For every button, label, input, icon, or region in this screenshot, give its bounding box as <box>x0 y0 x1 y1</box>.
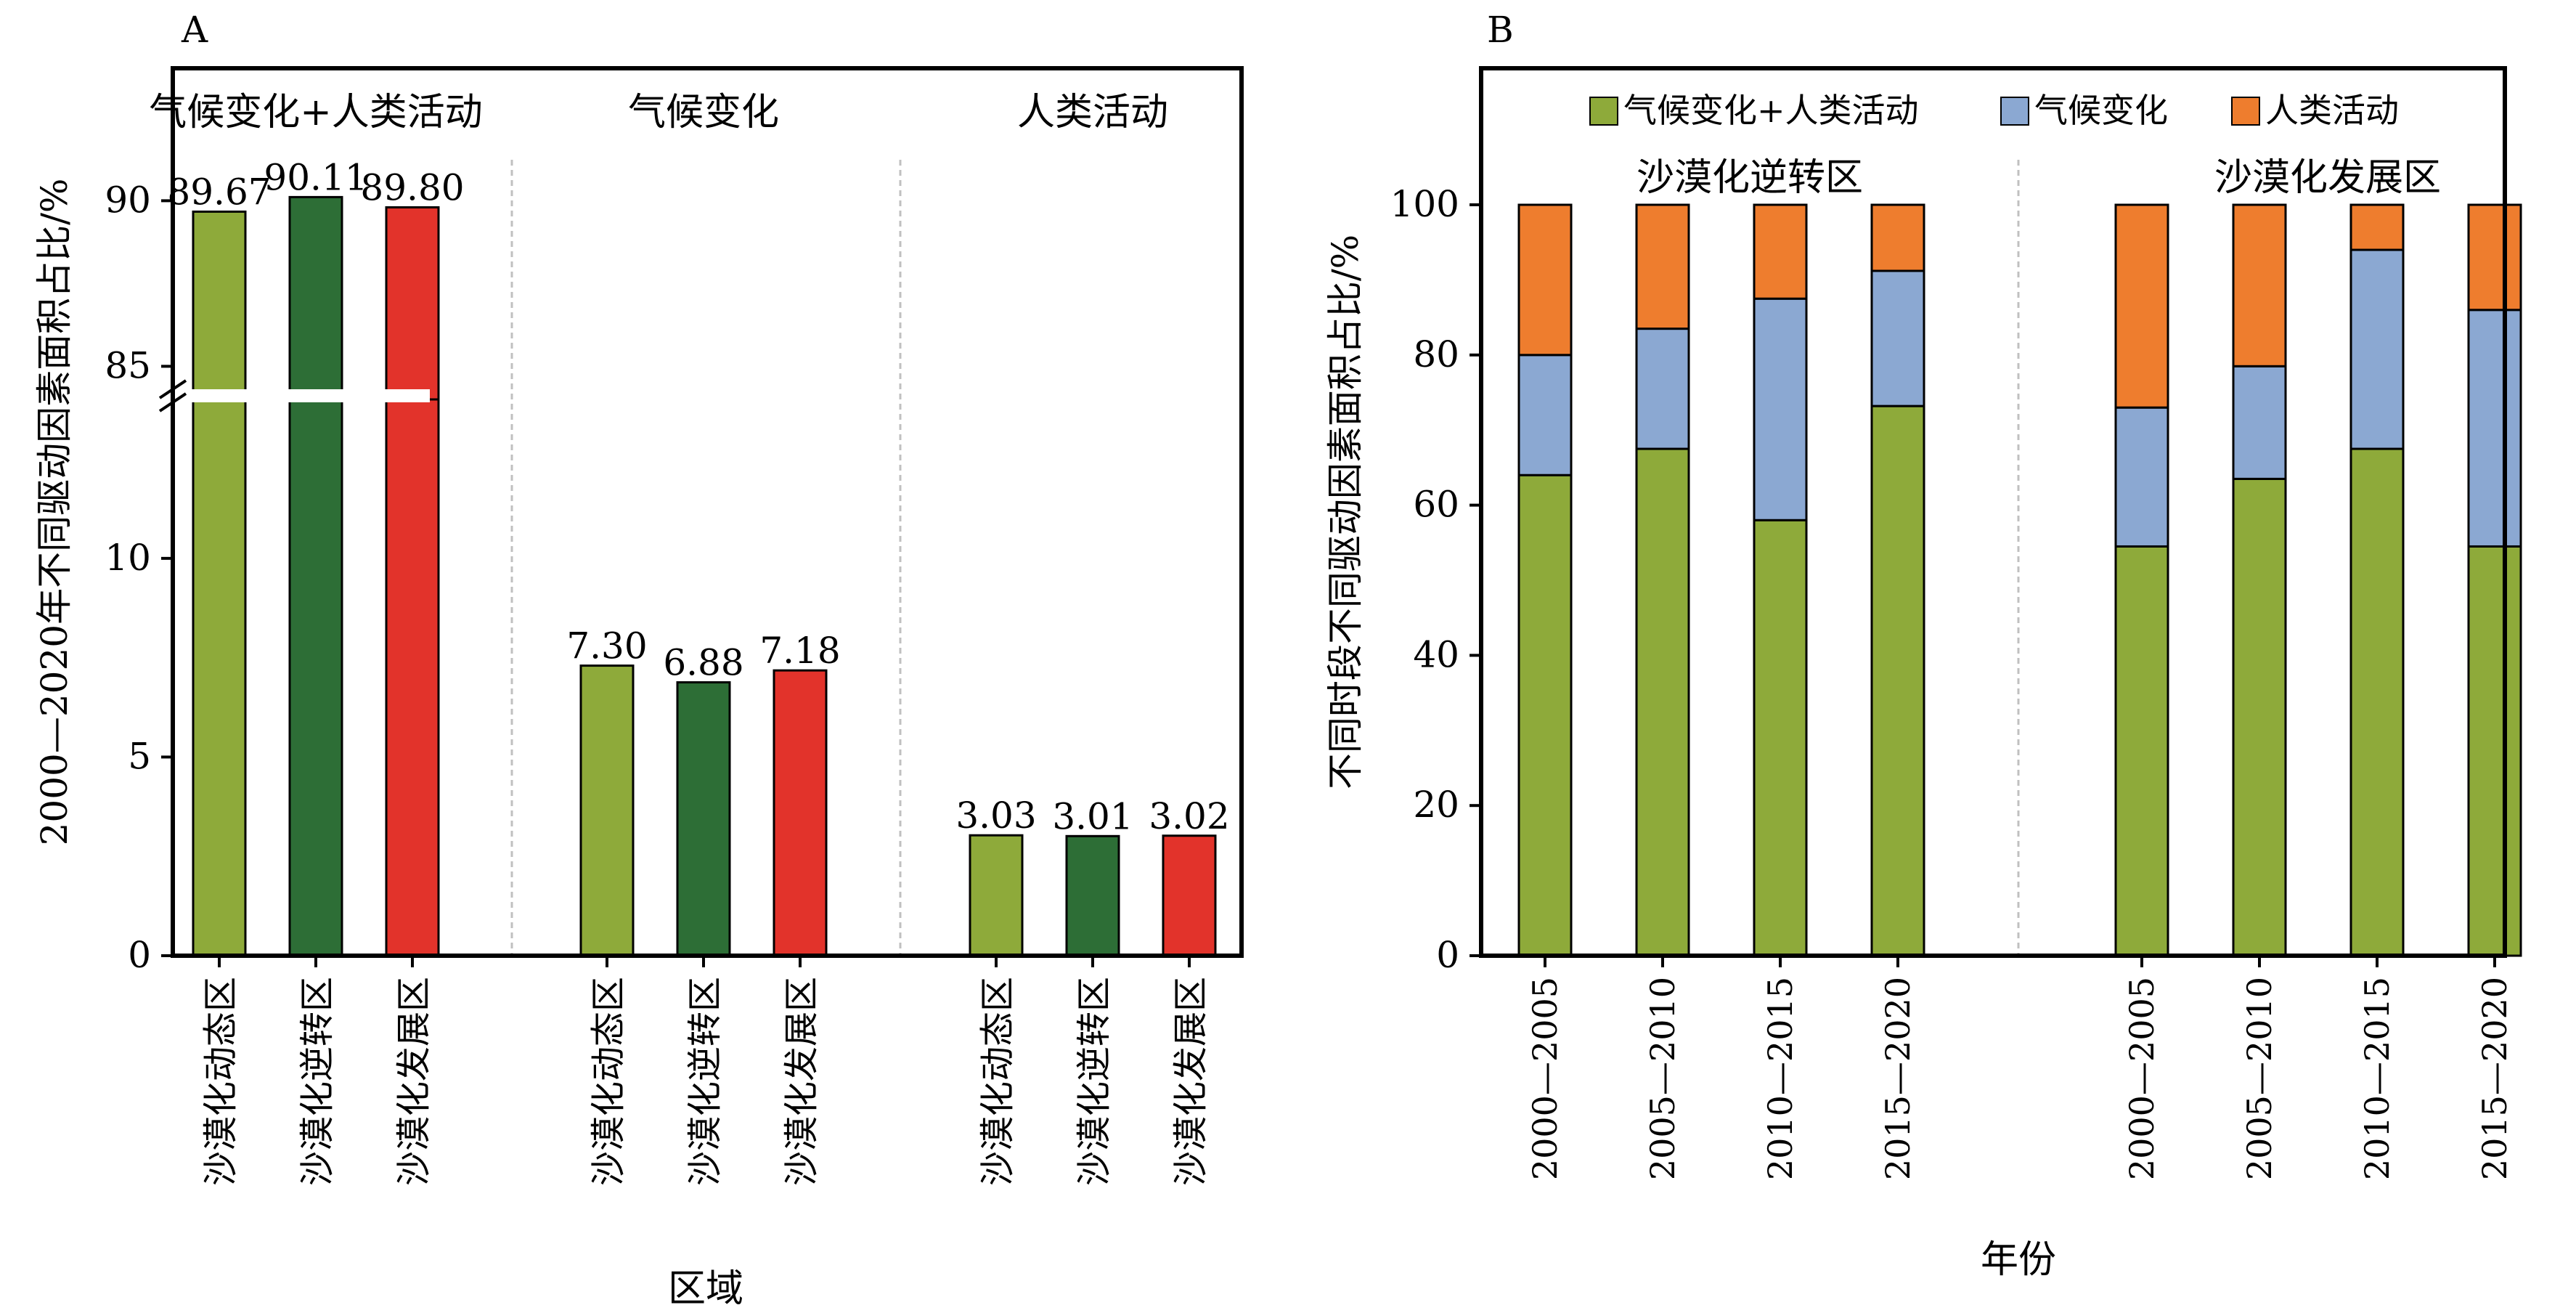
data-label-a: 7.18 <box>759 630 840 672</box>
bar-b-segment <box>1753 519 1808 957</box>
tick-label-a: 沙漠化逆转区 <box>1074 977 1114 1186</box>
ytick-label-a: 5 <box>128 735 151 777</box>
bar-a <box>773 669 828 957</box>
bar-b-segment <box>1870 405 1925 957</box>
data-label-a: 90.11 <box>264 156 367 198</box>
legend-swatch-human <box>2231 97 2260 126</box>
tick-label-a: 沙漠化动态区 <box>977 977 1018 1186</box>
ytick-label-a: 90 <box>105 179 151 221</box>
ytick-label-b: 60 <box>1413 484 1459 526</box>
ytick-label-b: 40 <box>1413 633 1459 675</box>
group-header-2: 人类活动 <box>1017 91 1168 134</box>
bar-b-segment <box>1635 328 1690 450</box>
bar-a <box>579 664 635 957</box>
bar-a <box>676 681 731 957</box>
chart-b: 沙漠化逆转区 2000—2005 2005—2010 2010—2015 2015—20… <box>1390 156 2522 1180</box>
group-header-b: 沙漠化发展区 <box>2214 156 2441 200</box>
tick-label-b: 2000—2005 <box>2122 977 2161 1180</box>
tick-label-a: 沙漠化发展区 <box>781 977 822 1186</box>
ytick-label-b: 20 <box>1413 784 1459 826</box>
bar-b-segment <box>1870 203 1925 272</box>
chart-a-frame <box>171 66 1244 958</box>
ytick-label-b: 0 <box>1436 934 1459 976</box>
chart-a-ylabel: 2000—2020年不同驱动因素面积占比/% <box>33 179 76 846</box>
bar-b-segment <box>1753 203 1808 300</box>
tick-label-b: 2015—2020 <box>1878 977 1917 1180</box>
bar-b-segment <box>1517 203 1573 357</box>
legend-swatch-combined <box>1589 97 1618 126</box>
tick-label-a: 沙漠化逆转区 <box>685 977 725 1186</box>
data-label-a: 6.88 <box>663 642 743 684</box>
data-label-a: 3.01 <box>1052 795 1133 837</box>
bar-a-upper <box>288 195 343 401</box>
legend-swatch-climate <box>2000 97 2029 126</box>
bar-b-segment <box>2349 248 2405 450</box>
bar-b-segment <box>2114 406 2169 548</box>
ytick-label-b: 80 <box>1413 333 1459 375</box>
tick-label-b: 2010—2015 <box>2357 977 2397 1180</box>
tick-label-a: 沙漠化发展区 <box>1170 977 1211 1186</box>
bar-a-lower <box>385 398 440 957</box>
bar-b-segment <box>2114 203 2169 409</box>
data-label-a: 3.03 <box>955 794 1036 837</box>
bar-a-lower <box>192 398 247 957</box>
bar-b-segment <box>2232 365 2287 480</box>
bar-a-upper <box>192 210 247 401</box>
bar-a <box>969 834 1024 957</box>
group-header-0: 气候变化+人类活动 <box>149 91 483 134</box>
bar-b-segment <box>2349 447 2405 957</box>
ytick-label-a: 0 <box>128 934 151 976</box>
bar-a <box>1065 834 1120 957</box>
data-label-a: 89.80 <box>360 167 464 209</box>
chart-a: 气候变化+人类活动 89.67 沙漠化动态区 90.11 沙漠化逆转区 89.80 沙漠化发… <box>105 91 1229 1186</box>
tick-label-b: 2005—2010 <box>1643 977 1682 1180</box>
legend-label-human: 人类活动 <box>2265 91 2399 130</box>
data-label-a: 7.30 <box>566 625 647 667</box>
chart-b-ylabel: 不同时段不同驱动因素面积占比/% <box>1324 235 1366 789</box>
bar-b-segment <box>1635 447 1690 957</box>
data-label-a: 3.02 <box>1149 795 1229 837</box>
bar-b-segment <box>2232 203 2287 367</box>
chart-b-legend: 气候变化+人类活动 气候变化 人类活动 <box>1589 91 2399 130</box>
bar-b-segment <box>2467 203 2522 312</box>
tick-label-a: 沙漠化动态区 <box>200 977 241 1186</box>
panel-a-label: A <box>181 9 208 51</box>
ytick-label-b: 100 <box>1390 183 1459 225</box>
tick-label-b: 2010—2015 <box>1761 977 1800 1180</box>
group-header-1: 气候变化 <box>628 91 779 134</box>
ytick-label-a: 85 <box>105 344 151 386</box>
tick-label-b: 2015—2020 <box>2475 977 2514 1180</box>
bar-b-segment <box>1517 354 1573 476</box>
bar-a-upper <box>385 206 440 401</box>
bar-a <box>1162 834 1217 957</box>
tick-label-b: 2000—2005 <box>1525 977 1565 1180</box>
tick-label-a: 沙漠化逆转区 <box>297 977 338 1186</box>
tick-label-a: 沙漠化发展区 <box>394 977 434 1186</box>
bar-b-segment <box>2114 545 2169 957</box>
chart-a-xlabel: 区域 <box>668 1267 743 1311</box>
bar-b-segment <box>1635 203 1690 330</box>
bar-b-segment <box>1870 269 1925 407</box>
ytick-label-a: 10 <box>105 537 151 579</box>
bar-b-segment <box>2232 477 2287 957</box>
bar-b-segment <box>2467 545 2522 957</box>
legend-label-climate: 气候变化 <box>2034 91 2168 130</box>
legend-label-combined: 气候变化+人类活动 <box>1623 91 1919 130</box>
bar-b-segment <box>1517 473 1573 957</box>
chart-b-xlabel: 年份 <box>1981 1238 2056 1282</box>
axis-break-gap <box>168 389 430 402</box>
group-header-b: 沙漠化逆转区 <box>1637 156 1863 200</box>
bar-b-segment <box>2349 203 2405 251</box>
panel-b-label: B <box>1487 9 1514 51</box>
tick-label-a: 沙漠化动态区 <box>588 977 629 1186</box>
bar-b-segment <box>2467 309 2522 548</box>
bar-b-segment <box>1753 297 1808 521</box>
chart-b-frame <box>1479 66 2507 958</box>
tick-label-b: 2005—2010 <box>2240 977 2279 1180</box>
data-label-a: 89.67 <box>167 171 271 213</box>
bar-a-lower <box>288 398 343 957</box>
